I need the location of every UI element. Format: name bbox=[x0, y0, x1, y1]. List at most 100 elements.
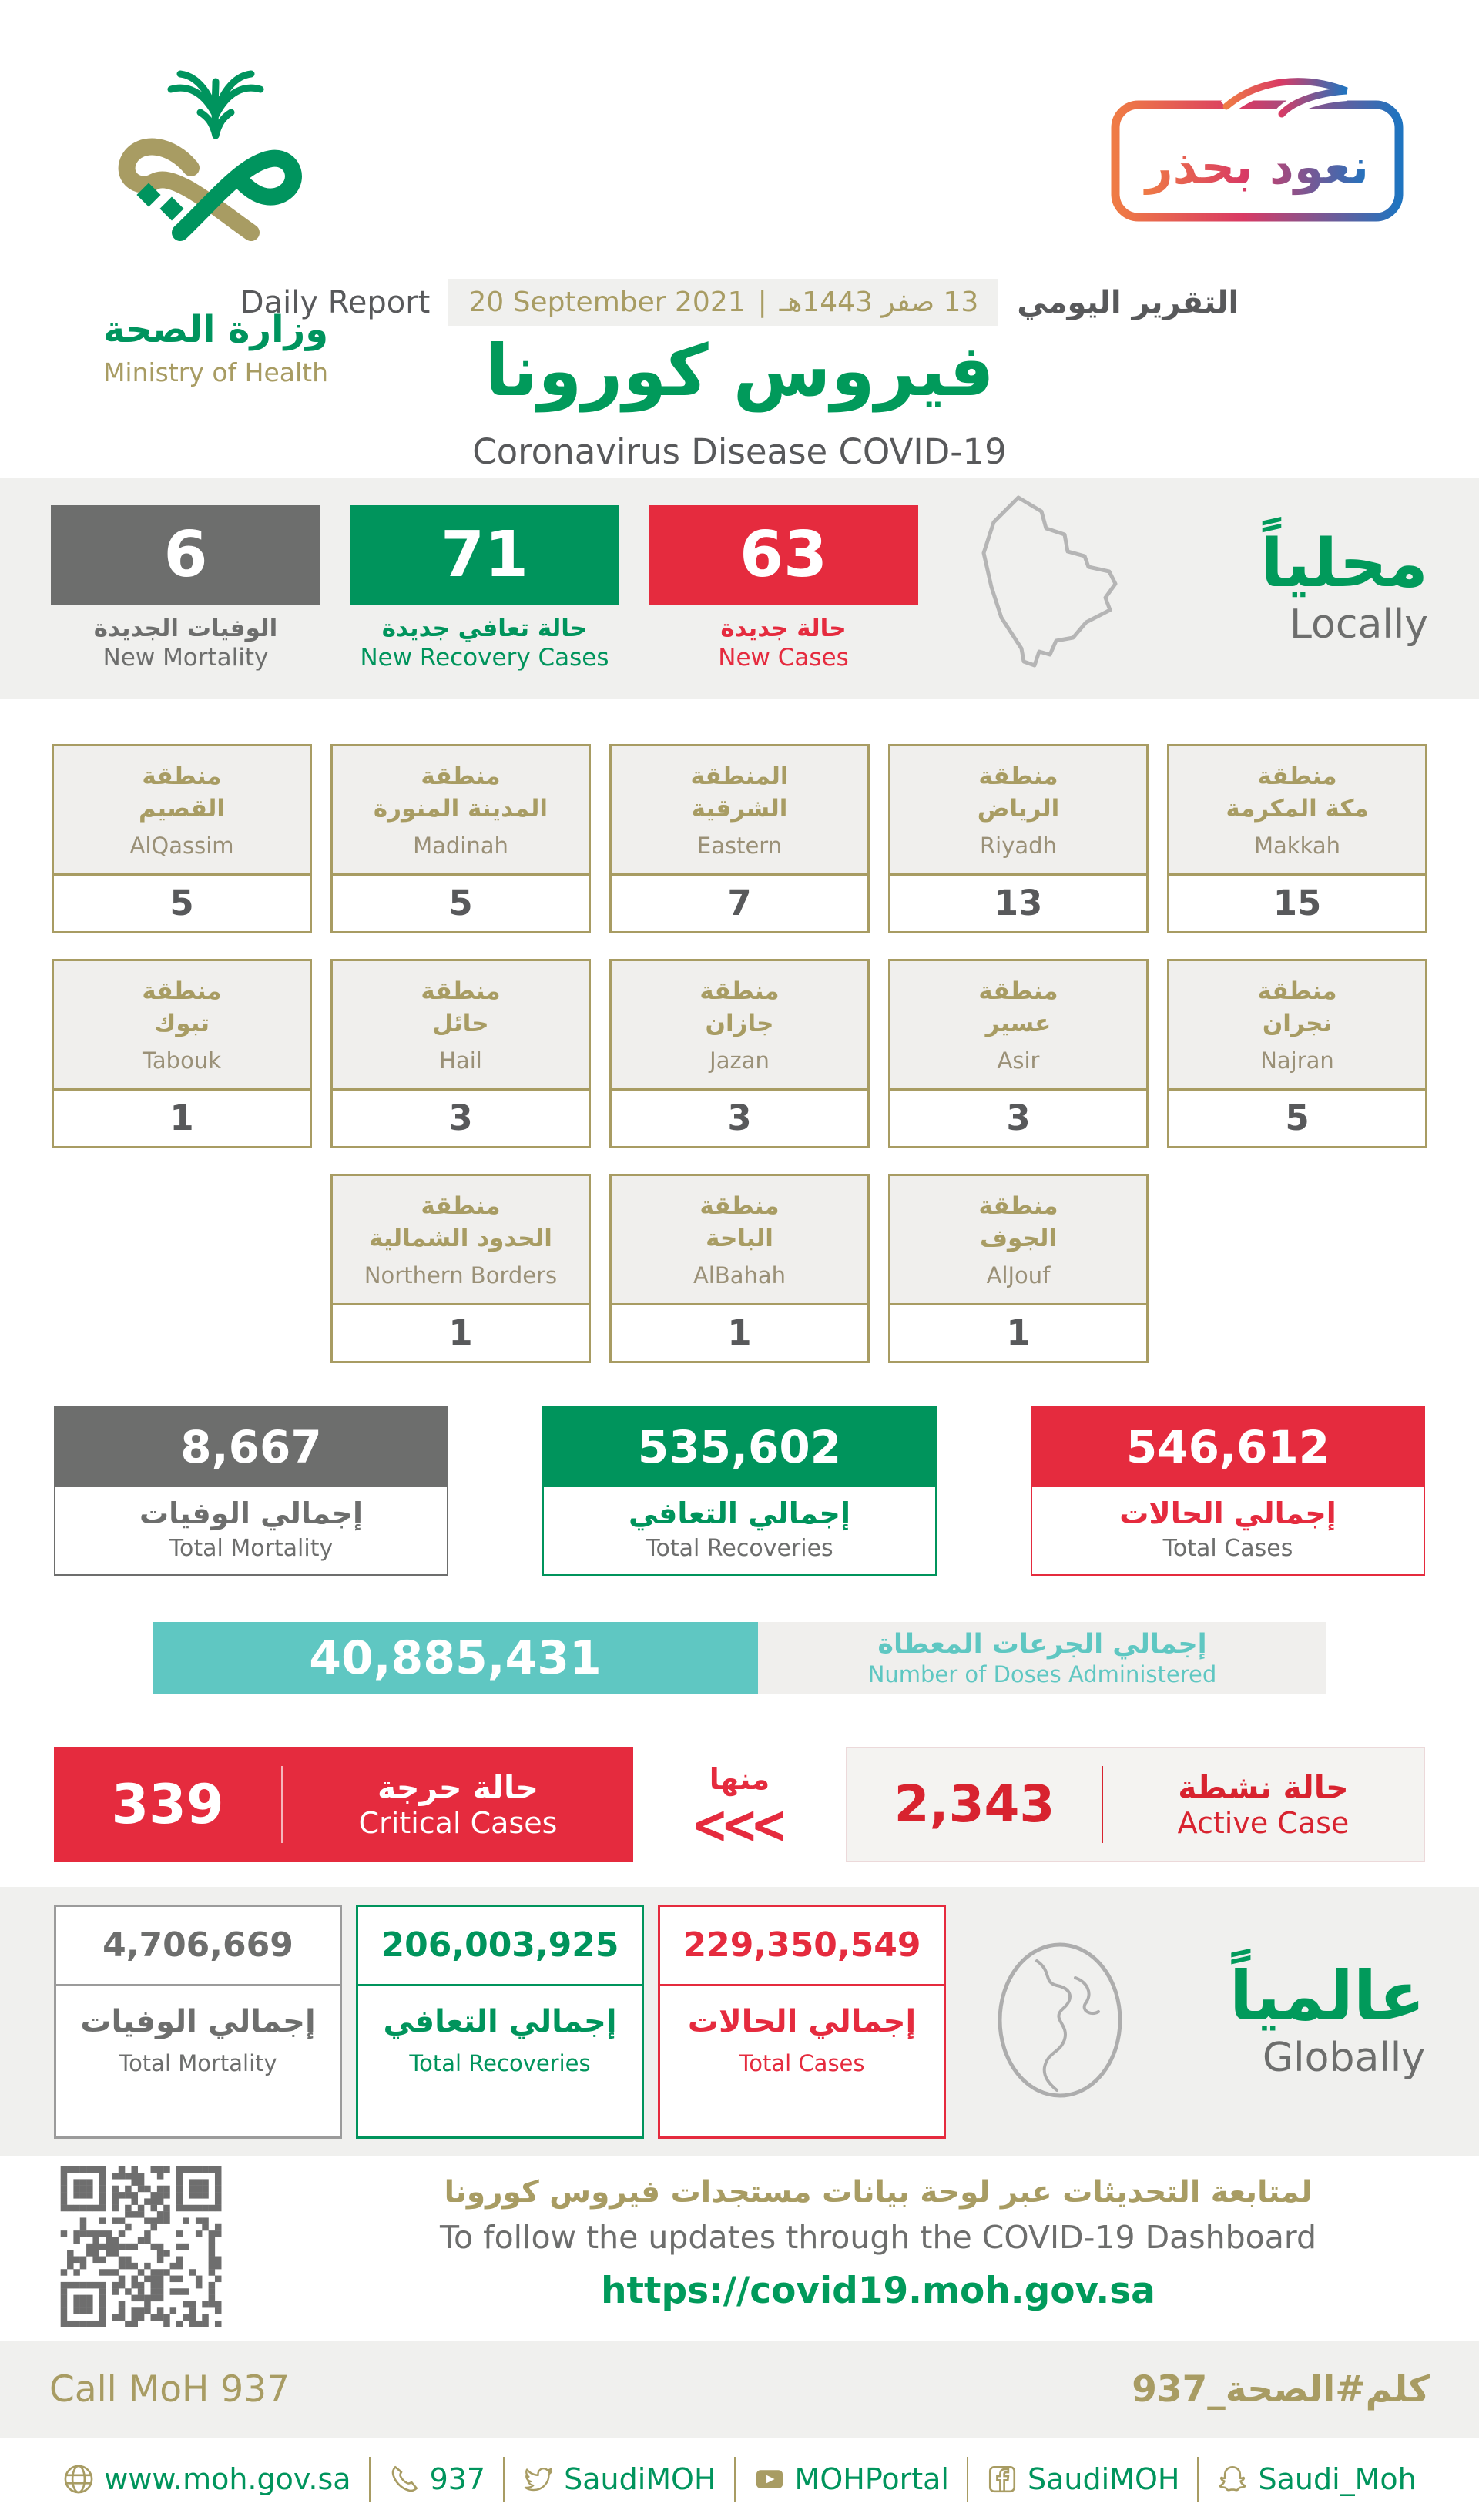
total-cases-label-en: Total Cases bbox=[1162, 1534, 1293, 1562]
call-moh-label-ar: كلم#الصحة_937 bbox=[1132, 2368, 1430, 2411]
region-prefix: منطقة bbox=[978, 762, 1058, 790]
global-mortality-value: 4,706,669 bbox=[102, 1925, 293, 1965]
of-which-indicator: منها <<< bbox=[691, 1761, 788, 1851]
total-recoveries-label-ar: إجمالي التعافي bbox=[629, 1496, 850, 1530]
locally-labels: محلياً Locally bbox=[1260, 529, 1428, 648]
divider bbox=[56, 1984, 340, 1986]
critical-cases-label-ar: حالة حرجة bbox=[377, 1768, 538, 1806]
critical-cases-label-en: Critical Cases bbox=[358, 1805, 558, 1840]
globally-labels: عالمياً Globally bbox=[1229, 1962, 1425, 2082]
critical-cases-value: 339 bbox=[111, 1772, 224, 1836]
region-name-ar: نجران bbox=[1262, 1009, 1333, 1037]
region-value: 13 bbox=[994, 883, 1043, 923]
region-value: 1 bbox=[1006, 1312, 1031, 1353]
global-cases-value: 229,350,549 bbox=[682, 1925, 921, 1965]
dashboard-url-link[interactable]: https://covid19.moh.gov.sa bbox=[601, 2270, 1155, 2312]
twitter-icon bbox=[524, 2467, 553, 2491]
daily-report-label-ar: التقرير اليومي bbox=[1017, 284, 1239, 320]
region-prefix: المنطقة bbox=[690, 762, 789, 790]
header: وزارة الصحة Ministry of Health نعود بحذر… bbox=[0, 0, 1479, 478]
global-recoveries-value: 206,003,925 bbox=[381, 1925, 619, 1965]
dashboard-note-ar: لمتابعة التحديثات عبر لوحة بيانات مستجدا… bbox=[444, 2175, 1313, 2210]
social-label: SaudiMOH bbox=[564, 2461, 716, 2496]
region-name-en: Makkah bbox=[1253, 833, 1341, 860]
region-card-northern-borders: منطقة الحدود الشمالية Northern Borders 1 bbox=[330, 1174, 591, 1363]
region-prefix: منطقة bbox=[142, 977, 222, 1005]
total-cases-box: 546,612 إجمالي الحالات Total Cases bbox=[1031, 1405, 1425, 1576]
global-recoveries-label-en: Total Recoveries bbox=[409, 2050, 591, 2076]
region-name-ar: الحدود الشمالية bbox=[369, 1224, 552, 1252]
global-cases-label-en: Total Cases bbox=[739, 2050, 865, 2076]
region-value: 3 bbox=[727, 1097, 752, 1138]
social-item-twitter[interactable]: SaudiMOH bbox=[505, 2462, 733, 2496]
date-hijri: 13 صفر 1443هـ bbox=[779, 287, 979, 318]
region-value: 1 bbox=[448, 1312, 473, 1353]
divider bbox=[1101, 1765, 1103, 1843]
logo-english-name: Ministry of Health bbox=[102, 357, 329, 387]
region-prefix: منطقة bbox=[421, 762, 501, 790]
region-name-ar: حائل bbox=[432, 1009, 489, 1037]
logo-arabic-name: وزارة الصحة bbox=[102, 308, 329, 351]
new-mortality-stat: 6 الوفيات الجديدة New Mortality bbox=[51, 505, 320, 672]
of-which-label-ar: منها bbox=[709, 1761, 770, 1796]
social-label: Saudi_Moh bbox=[1258, 2461, 1417, 2496]
region-card-makkah: منطقة مكة المكرمة Makkah 15 bbox=[1167, 744, 1427, 933]
region-prefix: منطقة bbox=[142, 762, 222, 790]
badge-text: نعود بحذر bbox=[1143, 139, 1369, 195]
youtube-icon bbox=[756, 2469, 783, 2488]
region-name-ar: القصيم bbox=[138, 794, 226, 823]
region-value: 15 bbox=[1273, 883, 1322, 923]
social-label: www.moh.gov.sa bbox=[104, 2461, 351, 2496]
global-recoveries-label-ar: إجمالي التعافي bbox=[383, 2004, 617, 2039]
social-label: MOHPortal bbox=[794, 2461, 949, 2496]
region-value: 5 bbox=[1285, 1097, 1310, 1138]
region-card-asir: منطقة عسير Asir 3 bbox=[888, 959, 1149, 1148]
doses-label-en: Number of Doses Administered bbox=[867, 1661, 1217, 1687]
globe-icon bbox=[983, 1932, 1137, 2112]
snapchat-icon bbox=[1219, 2465, 1246, 2491]
region-name-en: Eastern bbox=[696, 833, 783, 860]
region-card-eastern: المنطقة الشرقية Eastern 7 bbox=[609, 744, 870, 933]
globe-icon bbox=[64, 2465, 93, 2493]
region-name-ar: جازان bbox=[705, 1009, 774, 1037]
region-card-madinah: منطقة المدينة المنورة Madinah 5 bbox=[330, 744, 591, 933]
social-item-youtube[interactable]: MOHPortal bbox=[736, 2462, 967, 2496]
report-date-chip: 13 صفر 1443هـ | 20 September 2021 bbox=[448, 279, 999, 326]
social-item-snapchat[interactable]: Saudi_Moh bbox=[1199, 2462, 1434, 2496]
total-mortality-box: 8,667 إجمالي الوفيات Total Mortality bbox=[54, 1405, 448, 1576]
region-value: 3 bbox=[1006, 1097, 1031, 1138]
region-name-ar: الجوف bbox=[979, 1224, 1058, 1252]
divider bbox=[368, 2456, 371, 2502]
region-row-2: منطقة تبوك Tabouk 1 منطقة حائل Hail 3 منطق… bbox=[0, 959, 1479, 1148]
badge-swoosh-icon bbox=[1222, 78, 1348, 118]
region-name-en: Riyadh bbox=[980, 833, 1057, 860]
new-mortality-label-en: New Mortality bbox=[102, 644, 269, 672]
active-cases-label-en: Active Case bbox=[1177, 1805, 1350, 1840]
region-card-tabouk: منطقة تبوك Tabouk 1 bbox=[52, 959, 312, 1148]
divider bbox=[1197, 2456, 1199, 2502]
region-prefix: منطقة bbox=[421, 977, 501, 1005]
dashboard-section: لمتابعة التحديثات عبر لوحة بيانات مستجدا… bbox=[0, 2156, 1479, 2341]
region-name-ar: الباحة bbox=[706, 1224, 773, 1252]
region-name-en: Tabouk bbox=[142, 1047, 221, 1074]
region-prefix: منطقة bbox=[978, 1191, 1058, 1220]
region-value: 1 bbox=[727, 1312, 752, 1353]
social-item-phone[interactable]: 937 bbox=[371, 2462, 504, 2496]
region-card-jazan: منطقة جازان Jazan 3 bbox=[609, 959, 870, 1148]
moh-logo-icon bbox=[118, 70, 302, 241]
social-item-website[interactable]: www.moh.gov.sa bbox=[45, 2462, 368, 2496]
social-item-facebook[interactable]: SaudiMOH bbox=[968, 2462, 1197, 2496]
new-cases-label-ar: حالة جديدة bbox=[720, 615, 847, 642]
new-mortality-value: 6 bbox=[51, 505, 320, 605]
report-date-row: Daily Report 13 صفر 1443هـ | 20 Septembe… bbox=[0, 279, 1479, 326]
active-cases-label-ar: حالة نشطة bbox=[1178, 1768, 1349, 1806]
global-cases-label-ar: إجمالي الحالات bbox=[687, 2004, 917, 2039]
divider bbox=[660, 1984, 944, 1986]
total-cases-value: 546,612 bbox=[1032, 1406, 1424, 1487]
date-gregorian: 20 September 2021 bbox=[468, 287, 746, 318]
global-mortality-label-ar: إجمالي الوفيات bbox=[80, 2004, 316, 2039]
region-value: 7 bbox=[727, 883, 752, 923]
total-recoveries-box: 535,602 إجمالي التعافي Total Recoveries bbox=[542, 1405, 937, 1576]
region-name-ar: عسير bbox=[985, 1009, 1051, 1037]
new-recoveries-label-en: New Recovery Cases bbox=[360, 644, 609, 672]
